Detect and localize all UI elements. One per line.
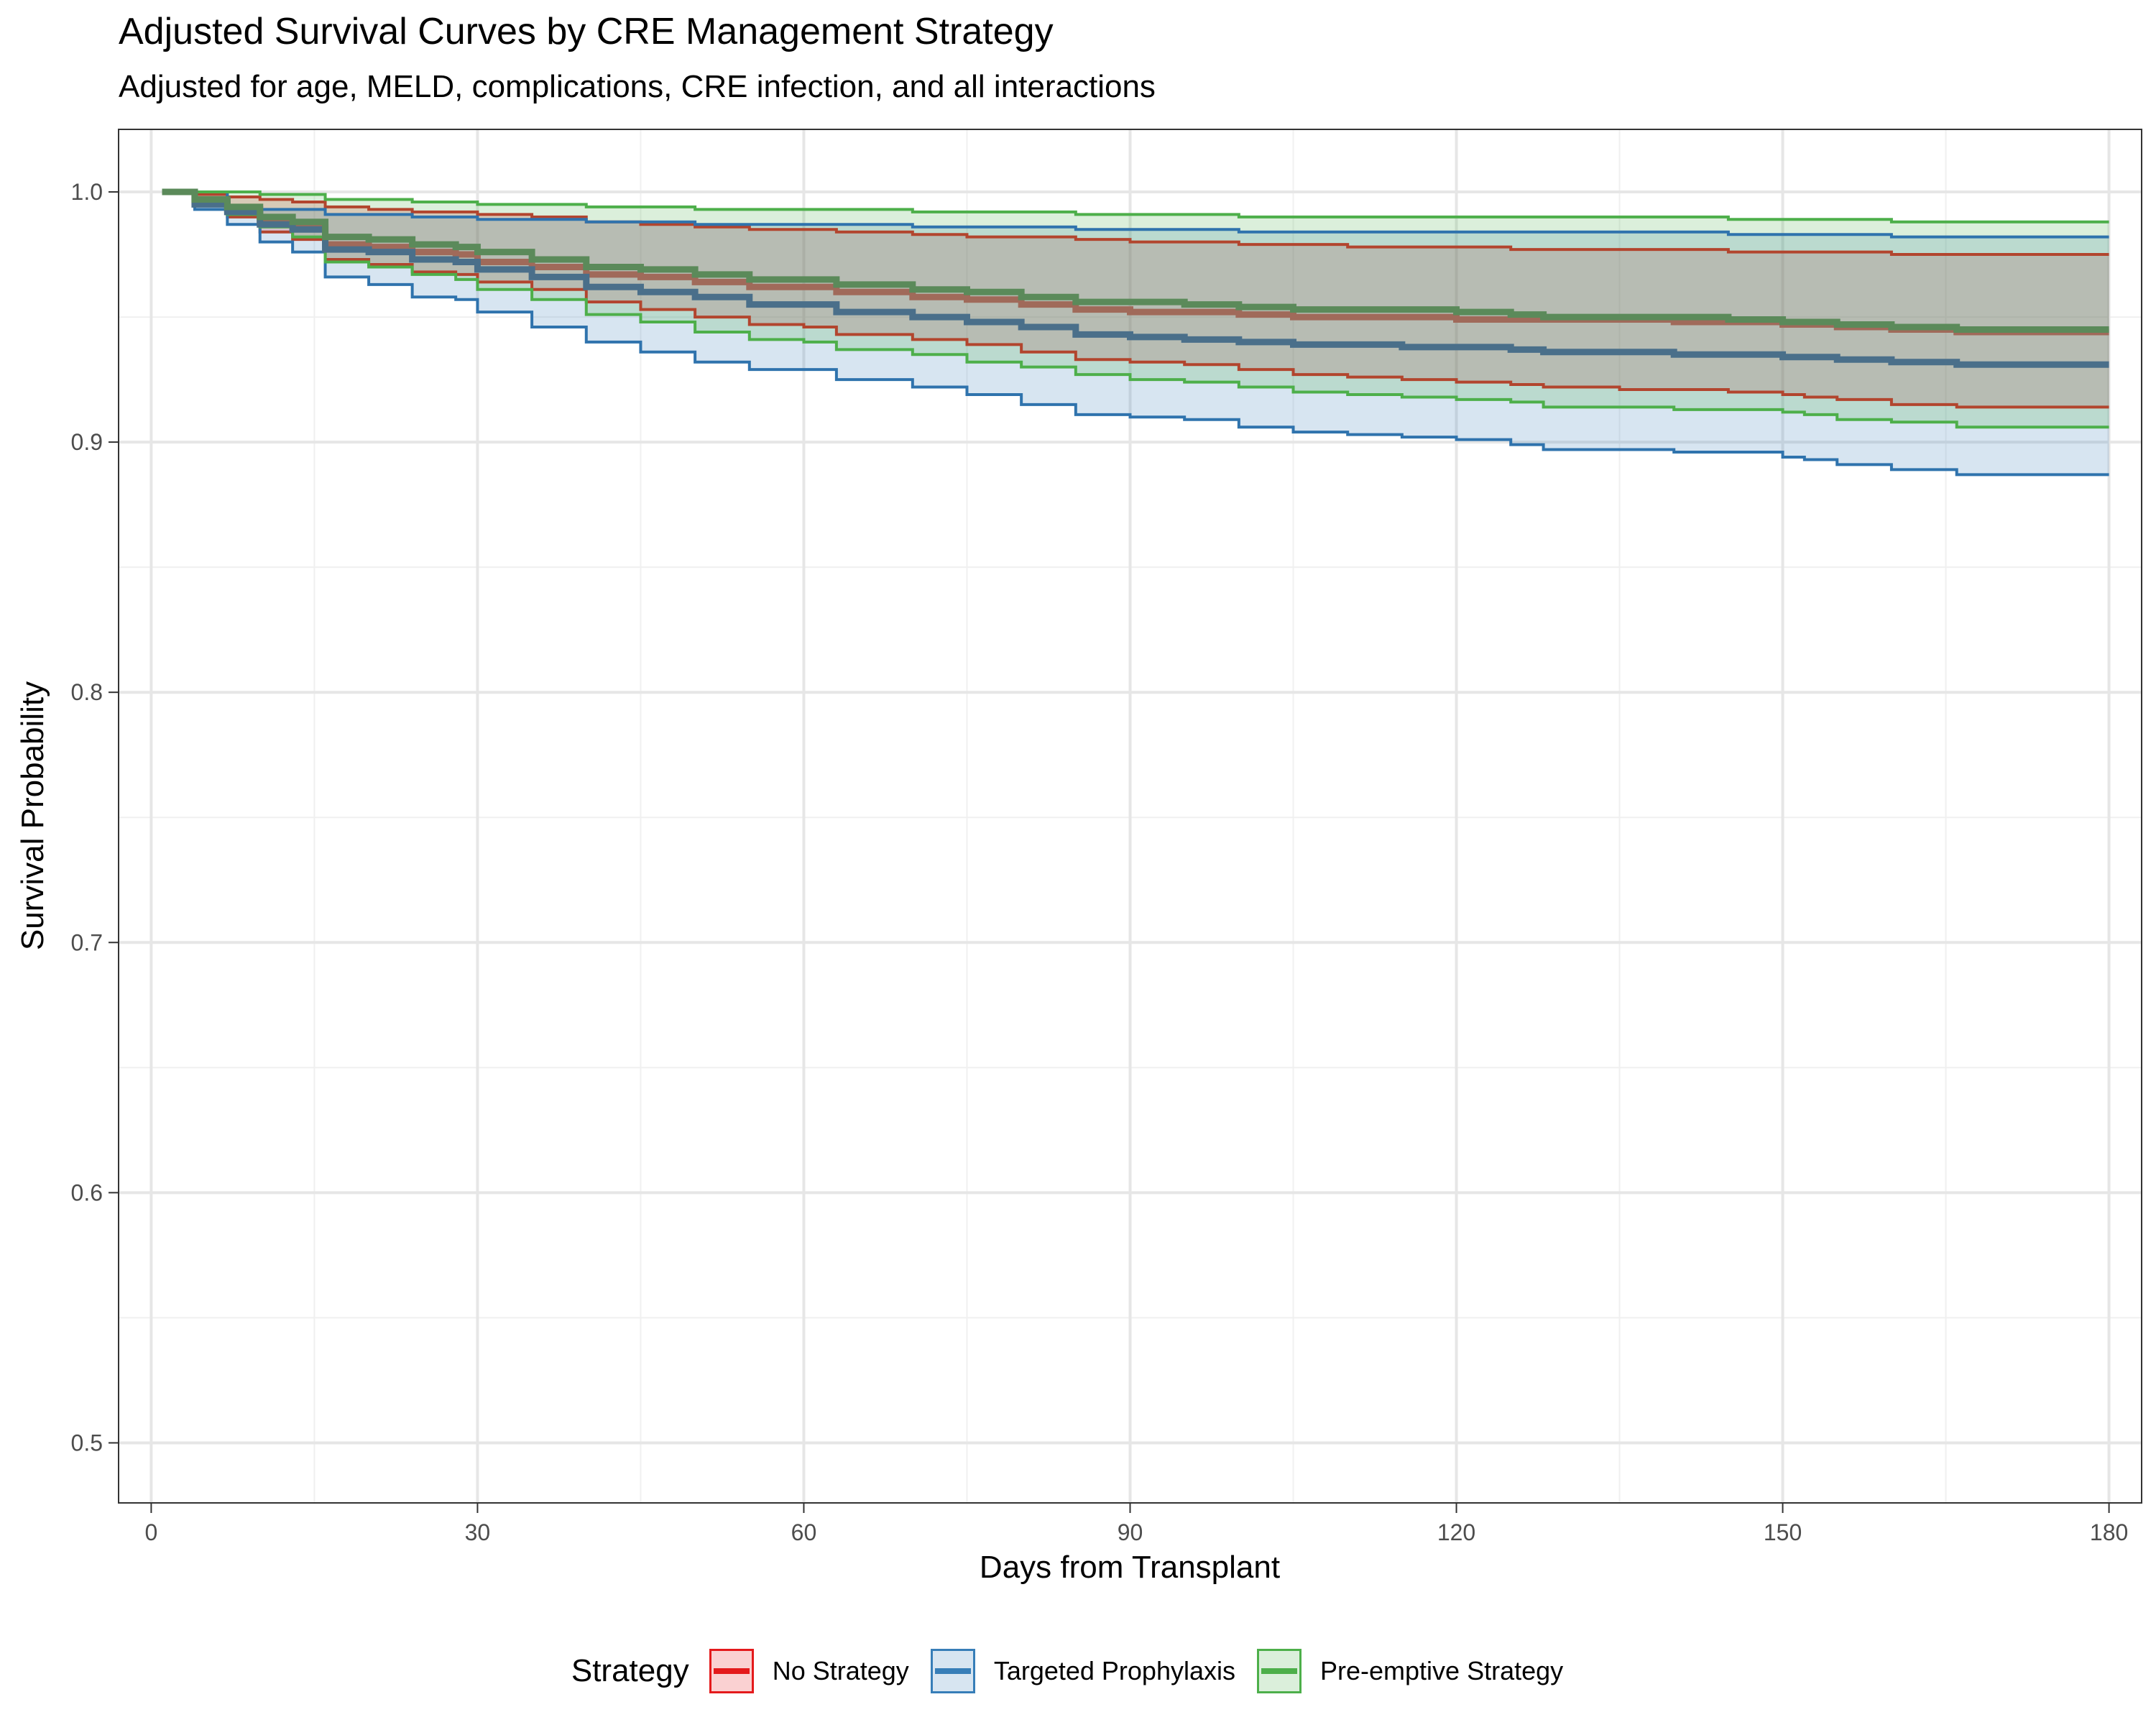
y-tick-label: 1.0: [71, 179, 103, 205]
x-axis: 0 30 60 90 120 150 180: [145, 1503, 2128, 1545]
y-axis: 0.5 0.6 0.7 0.8 0.9 1.0: [71, 179, 119, 1455]
chart-subtitle: Adjusted for age, MELD, complications, C…: [119, 69, 1156, 104]
y-axis-title: Survival Probability: [15, 681, 50, 950]
legend-key-targeted-prophylaxis: [930, 1649, 975, 1693]
upper-line-targeted-prophylaxis: [162, 190, 2109, 239]
legend-key-no-strategy: [709, 1649, 754, 1693]
estimate-line-pre-emptive-strategy: [162, 188, 2109, 333]
legend-label-pre-emptive-strategy: Pre-emptive Strategy: [1320, 1656, 1564, 1685]
y-tick-label: 0.6: [71, 1179, 103, 1205]
y-tick-label: 0.5: [71, 1430, 103, 1455]
x-tick-label: 180: [2090, 1519, 2128, 1545]
lower-line-no-strategy: [162, 190, 2109, 409]
legend-label-targeted-prophylaxis: Targeted Prophylaxis: [993, 1656, 1235, 1685]
x-axis-title: Days from Transplant: [980, 1550, 1280, 1585]
x-tick-label: 60: [791, 1519, 817, 1545]
legend: Strategy No Strategy Targeted Prophylaxi…: [0, 1639, 2156, 1703]
estimate-line-targeted-prophylaxis: [162, 188, 2109, 368]
grid-major: [119, 129, 2142, 1503]
legend-item-pre-emptive-strategy: Pre-emptive Strategy: [1257, 1649, 1563, 1693]
legend-label-no-strategy: No Strategy: [772, 1656, 909, 1685]
upper-line-no-strategy: [162, 190, 2109, 257]
y-tick-label: 0.9: [71, 429, 103, 455]
band-targeted-prophylaxis: [162, 192, 2109, 475]
upper-line-pre-emptive-strategy: [162, 190, 2109, 224]
legend-title: Strategy: [571, 1653, 689, 1688]
x-tick-label: 120: [1437, 1519, 1475, 1545]
legend-item-no-strategy: No Strategy: [709, 1649, 909, 1693]
series-lines: [162, 188, 2109, 477]
lower-line-pre-emptive-strategy: [162, 190, 2109, 429]
x-tick-label: 0: [145, 1519, 158, 1545]
chart-title: Adjusted Survival Curves by CRE Manageme…: [119, 11, 1054, 52]
x-tick-label: 90: [1118, 1519, 1143, 1545]
legend-key-pre-emptive-strategy: [1257, 1649, 1302, 1693]
y-tick-label: 0.8: [71, 679, 103, 705]
x-tick-label: 30: [465, 1519, 491, 1545]
legend-item-targeted-prophylaxis: Targeted Prophylaxis: [930, 1649, 1235, 1693]
y-tick-label: 0.7: [71, 929, 103, 955]
lower-line-targeted-prophylaxis: [162, 190, 2109, 477]
x-tick-label: 150: [1764, 1519, 1802, 1545]
